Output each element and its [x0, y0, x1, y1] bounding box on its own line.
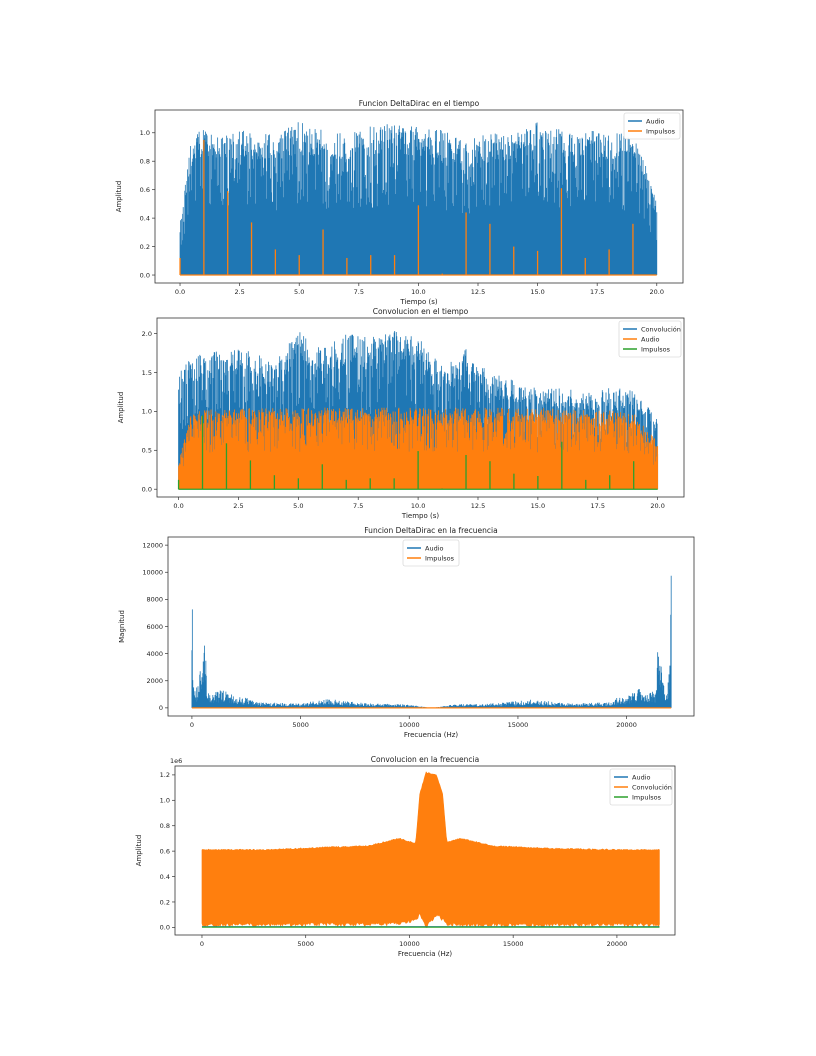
- y-tick-label: 1.0: [142, 408, 152, 416]
- x-tick-label: 15000: [508, 721, 529, 729]
- x-tick-label: 10.0: [411, 502, 425, 510]
- y-tick-label: 0.0: [160, 924, 170, 932]
- legend-label: Convolución: [632, 783, 672, 791]
- x-tick-label: 15.0: [531, 502, 545, 510]
- x-tick-label: 20.0: [650, 288, 664, 296]
- y-tick-label: 12000: [142, 541, 163, 549]
- y-tick-label: 2000: [146, 677, 163, 685]
- legend: Audio Convolución Impulsos: [609, 768, 673, 806]
- x-tick-label: 2.5: [234, 288, 244, 296]
- legend-label: Audio: [425, 544, 443, 552]
- legend-label: Impulsos: [646, 127, 676, 135]
- series-audio: [191, 575, 672, 708]
- x-axis-label: Tiempo (s): [401, 512, 439, 520]
- x-tick-label: 10.0: [411, 288, 425, 296]
- legend-label: Audio: [646, 117, 664, 125]
- legend-label: Convolución: [641, 325, 681, 333]
- y-tick-label: 1.5: [142, 369, 152, 377]
- chart-title: Convolucion en la frecuencia: [371, 755, 479, 764]
- x-tick-label: 2.5: [233, 502, 243, 510]
- chart-1: 0.0 2.5 5.0 7.5 10.0 12.5 15.0 17.5 20.0 0.0 0.2 0.…: [115, 99, 684, 306]
- x-tick-label: 0.0: [175, 288, 185, 296]
- y-tick-label: 1.0: [160, 797, 170, 805]
- plot-area: [191, 575, 672, 709]
- x-tick-label: 20000: [616, 721, 637, 729]
- legend-label: Audio: [641, 335, 659, 343]
- y-tick-label: 0.8: [140, 158, 150, 166]
- y-tick-label: 0.4: [160, 873, 170, 881]
- y-tick-label: 1.0: [140, 129, 150, 137]
- x-tick-label: 17.5: [590, 288, 604, 296]
- axes-frame: [154, 109, 684, 284]
- x-tick-label: 5.0: [293, 502, 303, 510]
- legend-label: Impulsos: [641, 345, 671, 353]
- y-tick-label: 0.0: [140, 271, 150, 279]
- series-convolución: [201, 771, 660, 928]
- y-tick-label: 0.4: [140, 214, 150, 222]
- x-tick-label: 15000: [503, 940, 524, 948]
- legend-label: Impulsos: [425, 554, 455, 562]
- y-tick-label: 10000: [142, 569, 163, 577]
- x-tick-label: 20000: [607, 940, 628, 948]
- axes-frame: [174, 765, 676, 936]
- y-tick-label: 0.2: [160, 898, 170, 906]
- plot-area: [201, 771, 660, 928]
- axes-frame: [156, 317, 685, 498]
- y-tick-label: 8000: [146, 596, 163, 604]
- x-tick-label: 12.5: [471, 288, 485, 296]
- x-tick-label: 20.0: [650, 502, 664, 510]
- y-tick-label: 2.0: [142, 330, 152, 338]
- series-audio: [179, 122, 658, 275]
- x-tick-label: 0.0: [173, 502, 183, 510]
- chart-title: Funcion DeltaDirac en el tiempo: [359, 99, 480, 108]
- legend-label: Audio: [632, 773, 650, 781]
- x-tick-label: 5000: [292, 721, 309, 729]
- x-tick-label: 10000: [399, 721, 420, 729]
- y-tick-label: 6000: [146, 623, 163, 631]
- plot-area: [177, 331, 659, 490]
- y-tick-label: 0.0: [142, 486, 152, 494]
- x-tick-label: 12.5: [471, 502, 485, 510]
- x-tick-label: 0: [200, 940, 204, 948]
- y-axis-label: Amplitud: [135, 835, 143, 867]
- y-tick-label: 0.5: [142, 447, 152, 455]
- legend: Audio Impulsos: [402, 539, 460, 567]
- x-tick-label: 10000: [399, 940, 420, 948]
- x-tick-label: 15.0: [530, 288, 544, 296]
- x-tick-label: 5000: [297, 940, 314, 948]
- x-axis-label: Frecuencia (Hz): [404, 731, 459, 739]
- chart-title: Funcion DeltaDirac en la frecuencia: [364, 526, 497, 535]
- y-axis-label: Amplitud: [115, 181, 123, 213]
- chart-4: 0 5000 10000 15000 20000 0.0 0.2 0.4 0.6 0.8 1.0 1.…: [135, 755, 676, 958]
- y-tick-label: 1.2: [160, 771, 170, 779]
- y-offset-label: 1e6: [170, 757, 182, 765]
- x-tick-label: 7.5: [353, 502, 363, 510]
- y-tick-label: 0.2: [140, 243, 150, 251]
- chart-3: 0 5000 10000 15000 20000 0 2000 4000 6000 8000 100…: [118, 526, 695, 739]
- x-axis-label: Tiempo (s): [399, 298, 437, 306]
- chart-2: 0.0 2.5 5.0 7.5 10.0 12.5 15.0 17.5 20.0 0.0 0.5 1.…: [117, 307, 685, 520]
- x-tick-label: 5.0: [294, 288, 304, 296]
- x-axis-label: Frecuencia (Hz): [398, 950, 453, 958]
- x-tick-label: 17.5: [591, 502, 605, 510]
- y-tick-label: 0: [159, 704, 163, 712]
- y-axis-label: Magnitud: [118, 610, 126, 643]
- y-axis-label: Amplitud: [117, 392, 125, 424]
- chart-title: Convolucion en el tiempo: [373, 307, 469, 316]
- y-tick-label: 4000: [146, 650, 163, 658]
- x-tick-label: 7.5: [354, 288, 364, 296]
- y-tick-label: 0.6: [140, 186, 150, 194]
- legend: Convolución Audio Impulsos: [618, 320, 682, 358]
- y-tick-label: 0.8: [160, 822, 170, 830]
- legend: Audio Impulsos: [623, 112, 681, 140]
- series-audio: [178, 407, 659, 490]
- y-tick-label: 0.6: [160, 847, 170, 855]
- x-tick-label: 0: [190, 721, 194, 729]
- legend-label: Impulsos: [632, 793, 662, 801]
- plot-area: [179, 122, 658, 276]
